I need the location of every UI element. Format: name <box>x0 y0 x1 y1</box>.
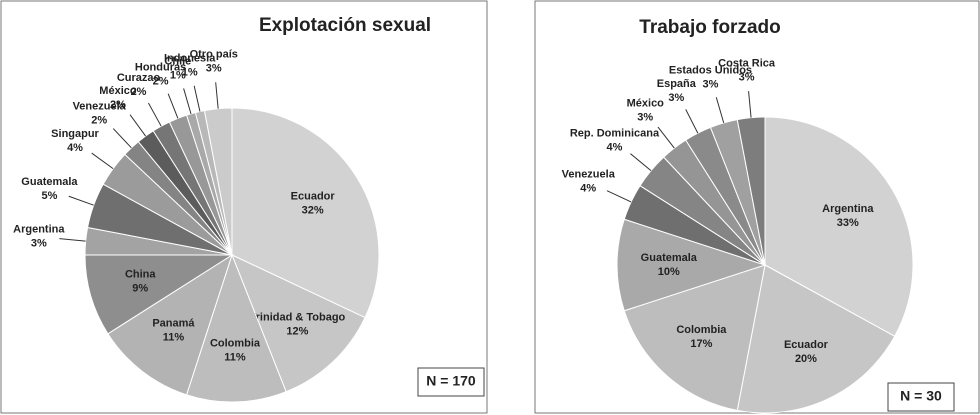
leader-line <box>167 93 179 119</box>
slice-value: 9% <box>132 283 148 295</box>
slice-value: 4% <box>67 142 83 154</box>
slice-value: 3% <box>668 92 684 104</box>
slice-label: España <box>657 78 697 90</box>
slice-value: 11% <box>163 331 185 343</box>
slice-value: 4% <box>607 141 623 153</box>
slice-label: Colombia <box>676 324 727 336</box>
slice-label: Honduras <box>135 61 186 73</box>
slice-label: Indonesia <box>164 53 216 65</box>
pie-slice <box>107 253 233 396</box>
leader-line <box>129 114 147 137</box>
slice-label: Guatemala <box>641 252 698 264</box>
slice-label: Curazao <box>117 72 161 84</box>
note: N = 30 <box>900 388 942 404</box>
slice-value: 1% <box>170 70 186 82</box>
slice-value: 3% <box>637 112 653 124</box>
slice-label: Colombia <box>210 337 261 349</box>
slice-label: Ecuador <box>784 339 829 351</box>
slice-value: 3% <box>739 71 755 83</box>
leader-line <box>715 97 725 124</box>
pie-slice <box>84 254 234 335</box>
slice-value: 2% <box>131 86 147 98</box>
leader-line <box>112 128 132 149</box>
pie-slice <box>736 264 896 414</box>
slice-label: Panamá <box>152 317 195 329</box>
slice-label: México <box>627 98 665 110</box>
slice-label: Estados Unidos <box>669 64 752 76</box>
pie-slice <box>616 218 767 312</box>
note: N = 170 <box>426 373 476 389</box>
slice-label: México <box>99 85 137 97</box>
slice-label: Venezuela <box>73 100 127 112</box>
slice-value: 12% <box>286 326 308 338</box>
slice-value: 3% <box>31 238 47 250</box>
slice-label: Costa Rica <box>718 57 776 69</box>
slice-label: Venezuela <box>562 169 616 181</box>
leader-line <box>147 102 162 127</box>
chart-title: Explotación sexual <box>259 15 431 36</box>
slice-label: Argentina <box>13 224 65 236</box>
leader-line <box>59 238 86 242</box>
slice-label: Rep. Dominicana <box>570 127 660 139</box>
slice-label: Guatemala <box>21 176 78 188</box>
pie-slice <box>623 264 766 411</box>
panel-border <box>0 0 488 414</box>
leader-line <box>183 88 192 114</box>
slice-value: 2% <box>91 114 107 126</box>
leader-line <box>193 85 201 112</box>
note-box <box>417 367 485 397</box>
slice-value: 1% <box>182 67 198 79</box>
slice-value: 2% <box>110 99 126 111</box>
slice-label: China <box>125 269 156 281</box>
pie-slice <box>203 107 233 256</box>
slice-value: 17% <box>690 338 712 350</box>
pie-slice <box>764 116 914 337</box>
slice-value: 10% <box>658 266 680 278</box>
slice-label: Trinidad & Tobago <box>250 312 346 324</box>
leader-line <box>606 190 632 203</box>
slice-label: Chile <box>164 56 191 68</box>
leader-line <box>68 195 94 206</box>
slice-label: Ecuador <box>291 191 336 203</box>
leader-line <box>657 126 675 149</box>
slice-label: Singapur <box>51 128 99 140</box>
slice-label: Otro país <box>190 49 238 61</box>
leader-line <box>685 109 699 134</box>
leader-line <box>630 153 652 172</box>
slice-value: 20% <box>795 353 817 365</box>
leader-line <box>91 152 114 170</box>
slice-value: 5% <box>41 190 57 202</box>
slice-value: 3% <box>703 78 719 90</box>
pie-slice <box>231 254 366 393</box>
pie-slice <box>185 253 287 403</box>
slice-value: 2% <box>153 75 169 87</box>
slice-value: 4% <box>580 183 596 195</box>
slice-label: Argentina <box>822 203 874 215</box>
pie-slice <box>231 107 380 319</box>
leader-line <box>748 91 752 118</box>
slice-value: 3% <box>206 63 222 75</box>
leader-line <box>215 82 219 109</box>
note-box <box>887 382 955 412</box>
slice-value: 11% <box>224 351 246 363</box>
slice-value: 32% <box>302 205 324 217</box>
chart-title: Trabajo forzado <box>639 17 780 38</box>
slice-value: 33% <box>837 217 859 229</box>
